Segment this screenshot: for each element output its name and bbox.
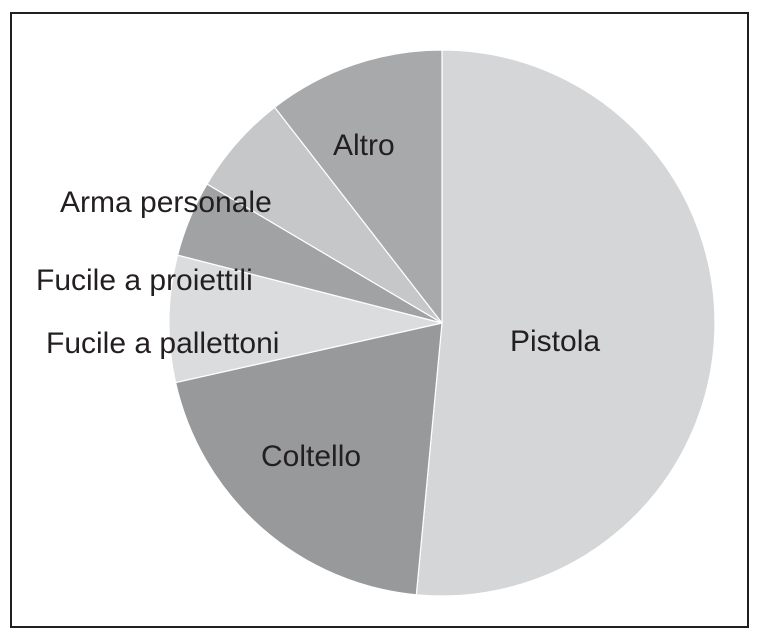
slice-label-fucile-a-pallettoni: Fucile a pallettoni (46, 327, 279, 360)
pie-slice-pistola (415, 49, 716, 597)
slice-label-fucile-a-proiettili: Fucile a proiettili (36, 264, 253, 297)
slice-label-altro: Altro (333, 129, 395, 162)
pie-slice-coltello (174, 322, 443, 596)
pie-slices (168, 49, 716, 597)
pie-slice-altro (273, 49, 443, 325)
pie-slice-fucile-a-pallettoni (168, 254, 443, 384)
pie-chart: Pistola Coltello Fucile a pallettoni Fuc… (36, 49, 716, 597)
chart-frame: Pistola Coltello Fucile a pallettoni Fuc… (10, 12, 749, 628)
pie-labels: Pistola Coltello Fucile a pallettoni Fuc… (36, 129, 600, 473)
slice-label-coltello: Coltello (261, 440, 361, 473)
slice-label-arma-personale: Arma personale (60, 186, 272, 219)
slice-label-pistola: Pistola (510, 325, 600, 358)
